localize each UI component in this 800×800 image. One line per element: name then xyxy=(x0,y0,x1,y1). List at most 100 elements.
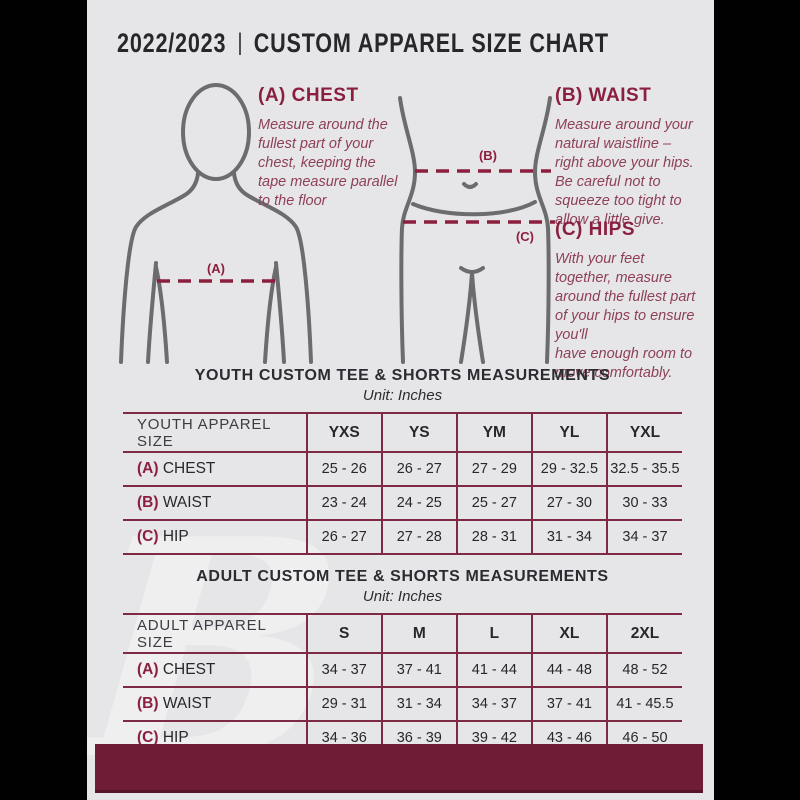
adult-size-section: ADULT CUSTOM TEE & SHORTS MEASUREMENTS U… xyxy=(123,568,682,756)
figure-waistband xyxy=(411,200,537,217)
waist-heading: (B) WAIST xyxy=(555,85,652,106)
youth-chest-yl: 29 - 32.5 xyxy=(530,452,607,486)
row-key: (B) xyxy=(137,494,159,511)
adult-waist-l: 34 - 37 xyxy=(455,687,532,721)
youth-waist-yxs: 23 - 24 xyxy=(305,486,382,520)
figure-left-chest xyxy=(154,265,169,364)
hip-line-label: (C) xyxy=(516,229,534,244)
youth-waist-ys: 24 - 25 xyxy=(380,486,457,520)
youth-size-label: YOUTH APPAREL SIZE xyxy=(137,415,271,450)
youth-table-title: YOUTH CUSTOM TEE & SHORTS MEASUREMENTS xyxy=(194,367,611,384)
youth-header-row: YOUTH APPAREL SIZE YXS YS YM YL YXL xyxy=(123,413,682,452)
youth-chest-yxs: 25 - 26 xyxy=(305,452,382,486)
adult-col-l: L xyxy=(455,614,532,653)
adult-waist-row: (B) WAIST 29 - 31 31 - 34 34 - 37 37 - 4… xyxy=(123,687,682,721)
youth-hip-yxs: 26 - 27 xyxy=(305,520,382,554)
footer-accent-bar xyxy=(95,744,703,793)
youth-col-yxs: YXS xyxy=(305,413,382,452)
youth-waist-yl: 27 - 30 xyxy=(530,486,607,520)
youth-col-yl: YL xyxy=(530,413,607,452)
figure-right-armpit xyxy=(274,261,286,364)
row-key: (C) xyxy=(137,729,159,746)
chest-heading: (A) CHEST xyxy=(258,85,359,106)
row-key: (C) xyxy=(137,528,159,545)
youth-hip-ys: 27 - 28 xyxy=(380,520,457,554)
youth-hip-yxl: 34 - 37 xyxy=(605,520,682,554)
youth-waist-row: (B) WAIST 23 - 24 24 - 25 25 - 27 27 - 3… xyxy=(123,486,682,520)
youth-col-yxl: YXL xyxy=(605,413,682,452)
adult-waist-m: 31 - 34 xyxy=(380,687,457,721)
figure-right-side xyxy=(532,96,552,364)
row-label: WAIST xyxy=(162,494,212,511)
youth-chest-ym: 27 - 29 xyxy=(455,452,532,486)
adult-chest-row: (A) CHEST 34 - 37 37 - 41 41 - 44 44 - 4… xyxy=(123,653,682,687)
page-header: 2022/2023 | CUSTOM APPAREL SIZE CHART B … xyxy=(117,22,694,64)
hips-guide: (C) HIPS With your feet together, measur… xyxy=(555,219,710,383)
adult-chest-xl: 44 - 48 xyxy=(530,653,607,687)
row-label: WAIST xyxy=(162,695,212,712)
hips-instructions: With your feet together, measure around … xyxy=(555,251,696,381)
row-label: CHEST xyxy=(162,661,216,678)
row-key: (A) xyxy=(137,460,159,477)
adult-chest-2xl: 48 - 52 xyxy=(605,653,682,687)
figure-left-shoulder xyxy=(119,171,200,364)
figure-right-shoulder xyxy=(232,171,313,364)
figure-left-inner-leg xyxy=(459,271,474,364)
adult-waist-2xl: 41 - 45.5 xyxy=(605,687,682,721)
youth-table-unit: Unit: Inches xyxy=(362,387,443,404)
figure-right-inner-leg xyxy=(470,271,485,364)
row-key: (A) xyxy=(137,661,159,678)
adult-col-s: S xyxy=(305,614,382,653)
page-title: 2022/2023 | CUSTOM APPAREL SIZE CHART xyxy=(117,28,609,59)
chart-title: CUSTOM APPAREL SIZE CHART xyxy=(253,27,609,58)
figure-left-armpit xyxy=(146,261,158,364)
youth-waist-yxl: 30 - 33 xyxy=(605,486,682,520)
youth-hip-yl: 31 - 34 xyxy=(530,520,607,554)
figure-right-chest xyxy=(263,265,278,364)
youth-chest-ys: 26 - 27 xyxy=(380,452,457,486)
row-label: HIP xyxy=(162,729,189,746)
title-divider: | xyxy=(237,29,243,56)
adult-chest-m: 37 - 41 xyxy=(380,653,457,687)
adult-size-table: ADULT APPAREL SIZE S M L XL 2XL (A) CHES… xyxy=(123,613,682,756)
youth-chest-yxl: 32.5 - 35.5 xyxy=(605,452,682,486)
chest-instructions: Measure around the fullest part of your … xyxy=(258,117,398,209)
adult-waist-xl: 37 - 41 xyxy=(530,687,607,721)
youth-hip-row: (C) HIP 26 - 27 27 - 28 28 - 31 31 - 34 … xyxy=(123,520,682,554)
row-label: HIP xyxy=(162,528,189,545)
youth-col-ym: YM xyxy=(455,413,532,452)
youth-size-section: YOUTH CUSTOM TEE & SHORTS MEASUREMENTS U… xyxy=(123,367,682,555)
youth-hip-ym: 28 - 31 xyxy=(455,520,532,554)
waist-instructions: Measure around your natural waistline – … xyxy=(555,117,694,228)
youth-size-table: YOUTH APPAREL SIZE YXS YS YM YL YXL (A) … xyxy=(123,412,682,555)
adult-chest-l: 41 - 44 xyxy=(455,653,532,687)
chest-measure-figure: (A) xyxy=(119,83,313,364)
adult-table-unit: Unit: Inches xyxy=(362,588,443,605)
youth-waist-ym: 25 - 27 xyxy=(455,486,532,520)
youth-col-ys: YS xyxy=(380,413,457,452)
season-label: 2022/2023 xyxy=(117,27,227,58)
measurement-tables: YOUTH CUSTOM TEE & SHORTS MEASUREMENTS U… xyxy=(123,367,682,756)
waist-hip-measure-figure: (B) (C) xyxy=(398,96,555,364)
adult-col-m: M xyxy=(380,614,457,653)
hips-heading: (C) HIPS xyxy=(555,219,635,240)
row-label: CHEST xyxy=(162,460,216,477)
size-chart-page: B 2022/2023 | CUSTOM APPAREL SIZE CHART … xyxy=(87,0,714,800)
waist-line-label: (B) xyxy=(479,148,497,163)
figure-navel xyxy=(462,182,478,189)
adult-size-label: ADULT APPAREL SIZE xyxy=(137,616,267,651)
chest-guide: (A) CHEST Measure around the fullest par… xyxy=(258,85,418,211)
waist-guide: (B) WAIST Measure around your natural wa… xyxy=(555,85,705,230)
figure-head xyxy=(181,83,251,181)
adult-table-title: ADULT CUSTOM TEE & SHORTS MEASUREMENTS xyxy=(196,568,609,585)
adult-chest-s: 34 - 37 xyxy=(305,653,382,687)
adult-waist-s: 29 - 31 xyxy=(305,687,382,721)
adult-col-xl: XL xyxy=(530,614,607,653)
adult-header-row: ADULT APPAREL SIZE S M L XL 2XL xyxy=(123,614,682,653)
figure-left-side xyxy=(398,96,418,364)
youth-chest-row: (A) CHEST 25 - 26 26 - 27 27 - 29 29 - 3… xyxy=(123,452,682,486)
adult-col-2xl: 2XL xyxy=(605,614,682,653)
row-key: (B) xyxy=(137,695,159,712)
chest-line-label: (A) xyxy=(207,261,225,276)
